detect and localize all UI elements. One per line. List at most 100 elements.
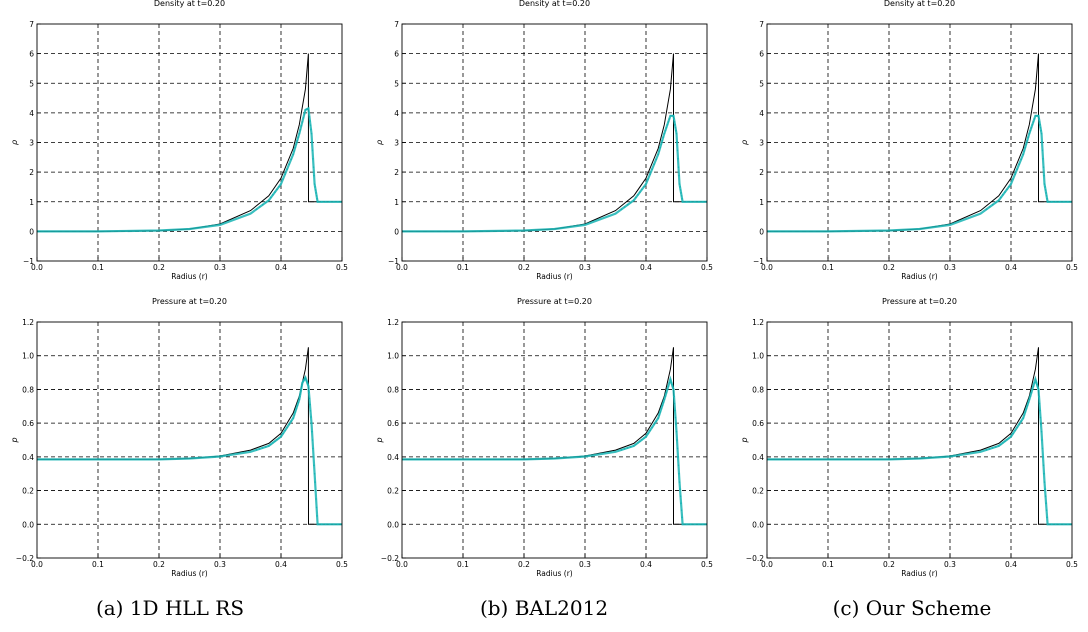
y-tick-label: 5 — [394, 79, 399, 88]
series-point — [1029, 395, 1032, 398]
y-tick-label: 0.0 — [22, 520, 34, 529]
series-point — [667, 121, 670, 123]
series-point — [1034, 378, 1037, 381]
series-point — [312, 166, 315, 168]
caption-a: (a) 1D HLL RS — [95, 596, 245, 620]
x-axis-label: Radius (r) — [536, 272, 573, 281]
series-point — [300, 124, 303, 127]
series-point — [255, 449, 258, 451]
series-point — [647, 432, 649, 435]
y-tick-label: −0.2 — [381, 554, 399, 563]
series-point — [299, 128, 302, 131]
series-point — [305, 379, 308, 382]
series-point — [661, 404, 664, 407]
x-tick-label: 0.1 — [457, 263, 469, 272]
series-point — [299, 395, 301, 398]
series-point — [312, 158, 314, 160]
series-point — [1045, 509, 1048, 512]
series-point — [270, 443, 272, 446]
series-point — [312, 447, 314, 450]
series-point — [1063, 201, 1065, 203]
series-point — [637, 194, 639, 196]
x-tick-label: 0.2 — [883, 263, 895, 272]
series-point — [290, 158, 293, 161]
chart-panel-5: Pressure at t=0.20 0.0 0.1 0.2 0.3 0.4 0.5 −0.2… — [375, 297, 713, 578]
series-point — [694, 523, 696, 526]
y-axis-label: ρ — [740, 140, 749, 145]
series-point — [315, 506, 318, 509]
caption-b: (b) BAL2012 — [479, 596, 609, 620]
series-point — [337, 523, 339, 526]
series-point — [1026, 404, 1029, 407]
plot-frame — [401, 23, 708, 262]
series-point — [265, 201, 267, 204]
y-tick-label: 1.2 — [387, 318, 399, 327]
series-point — [278, 185, 280, 188]
series-point — [1037, 115, 1040, 117]
series-point — [315, 192, 317, 194]
series-point — [1004, 191, 1006, 193]
series-point — [673, 118, 675, 120]
x-tick-label: 0.0 — [31, 263, 43, 272]
series-point — [657, 153, 659, 156]
series-point — [680, 192, 682, 194]
series-point — [991, 447, 994, 449]
y-tick-label: 0.8 — [387, 385, 399, 394]
series-point — [1028, 398, 1031, 401]
series-point — [258, 448, 261, 450]
series-line-numeric — [767, 375, 1072, 526]
x-tick-label: 0.4 — [275, 560, 287, 569]
x-tick-label: 0.0 — [396, 560, 408, 569]
y-tick-label: 4 — [394, 109, 399, 118]
y-tick-label: 0.2 — [387, 487, 399, 496]
series-point — [258, 206, 261, 208]
y-tick-label: 0.6 — [387, 419, 399, 428]
series-point — [1067, 523, 1069, 526]
series-point — [678, 481, 681, 483]
series-point — [1039, 126, 1042, 129]
series-point — [310, 132, 313, 135]
series-point — [620, 208, 623, 210]
y-tick-label: 5 — [29, 79, 34, 88]
series-point — [665, 392, 668, 394]
series-point — [655, 158, 657, 161]
series-point — [649, 173, 651, 175]
x-tick-label: 0.0 — [396, 263, 408, 272]
series-point — [1046, 198, 1048, 200]
series-point — [1014, 429, 1016, 432]
series-point — [284, 173, 286, 175]
series-point — [676, 141, 678, 143]
series-point — [681, 523, 684, 526]
series-point — [309, 410, 312, 412]
series-point — [679, 495, 682, 498]
series-point — [675, 132, 678, 135]
x-tick-label: 0.1 — [457, 560, 469, 569]
y-axis-label: p — [740, 437, 749, 443]
y-axis-label: p — [10, 437, 19, 443]
series-point — [1038, 118, 1040, 120]
series-point — [308, 111, 310, 114]
series-point — [1046, 523, 1049, 526]
series-point — [659, 411, 661, 413]
series-point — [658, 150, 660, 152]
series-point — [673, 402, 676, 405]
series-point — [286, 426, 288, 429]
series-point — [298, 398, 301, 401]
series-point — [292, 417, 295, 419]
series-point — [301, 121, 304, 123]
series-point — [988, 448, 991, 450]
y-tick-label: 7 — [759, 20, 764, 29]
series-point — [685, 523, 688, 526]
x-tick-label: 0.3 — [214, 560, 226, 569]
series-point — [623, 448, 626, 450]
series-point — [1040, 132, 1043, 135]
series-point — [664, 129, 667, 132]
series-point — [1006, 188, 1008, 191]
series-point — [1042, 456, 1044, 458]
series-point — [1039, 123, 1041, 126]
series-point — [308, 391, 310, 394]
y-tick-label: 1 — [394, 198, 399, 207]
series-point — [643, 185, 645, 188]
series-point — [324, 201, 327, 203]
